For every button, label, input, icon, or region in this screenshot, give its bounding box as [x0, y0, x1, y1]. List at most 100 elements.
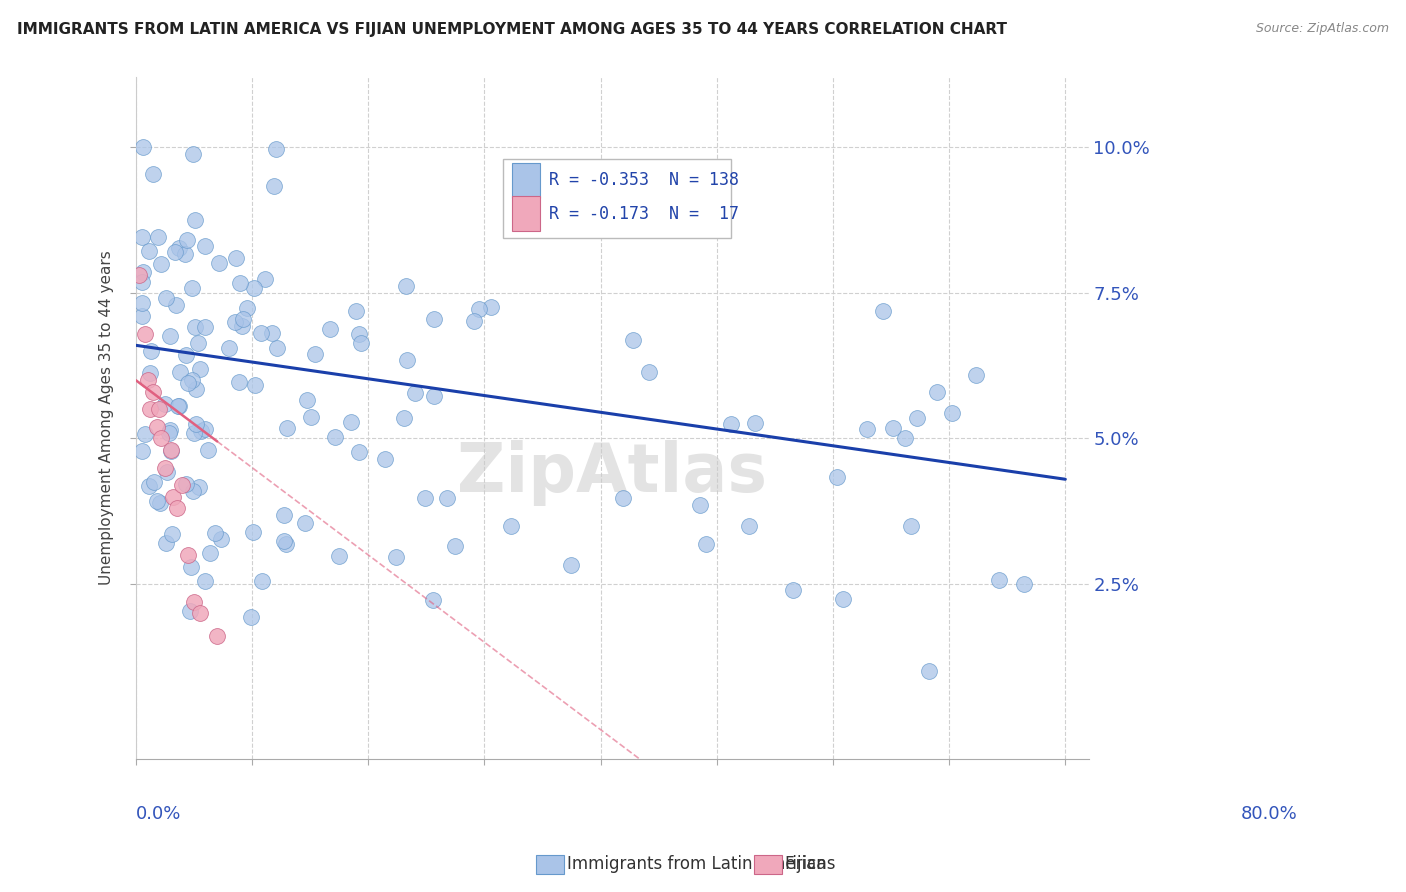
Point [339, 415, 361, 429]
Point [941, 406, 963, 420]
Y-axis label: Unemployment Among Ages 35 to 44 years: Unemployment Among Ages 35 to 44 years [100, 251, 114, 585]
Point [276, 421, 298, 435]
Text: R = -0.173  N =  17: R = -0.173 N = 17 [550, 204, 740, 223]
Text: IMMIGRANTS FROM LATIN AMERICA VS FIJIAN UNEMPLOYMENT AMONG AGES 35 TO 44 YEARS C: IMMIGRANTS FROM LATIN AMERICA VS FIJIAN … [17, 22, 1007, 37]
Point [612, 491, 634, 505]
Point [153, 397, 176, 411]
Point [172, 478, 194, 492]
Point [165, 298, 187, 312]
Point [347, 444, 370, 458]
Point [180, 559, 202, 574]
Point [413, 491, 436, 506]
Point [184, 213, 207, 227]
Point [149, 495, 172, 509]
Point [988, 573, 1011, 587]
Point [179, 603, 201, 617]
Point [139, 402, 162, 417]
Point [150, 432, 173, 446]
Point [273, 533, 295, 548]
Point [422, 592, 444, 607]
Point [138, 478, 160, 492]
Point [197, 442, 219, 457]
Point [436, 491, 458, 505]
Point [295, 393, 318, 408]
Point [148, 230, 170, 244]
Point [205, 630, 228, 644]
Text: Source: ZipAtlas.com: Source: ZipAtlas.com [1256, 22, 1389, 36]
Point [782, 583, 804, 598]
Point [274, 537, 297, 551]
Point [194, 422, 217, 436]
Point [1012, 576, 1035, 591]
Point [146, 494, 169, 508]
Point [169, 365, 191, 379]
Point [155, 536, 177, 550]
Point [738, 518, 761, 533]
Text: R = -0.353  N = 138: R = -0.353 N = 138 [550, 171, 740, 189]
Point [560, 558, 582, 572]
Point [894, 431, 917, 445]
Point [138, 366, 160, 380]
Point [905, 411, 928, 425]
Point [638, 365, 661, 379]
Point [131, 443, 153, 458]
FancyBboxPatch shape [503, 159, 731, 237]
Text: ZipAtlas: ZipAtlas [457, 440, 768, 506]
Point [872, 304, 894, 318]
Point [183, 320, 205, 334]
Point [218, 341, 240, 355]
Point [131, 309, 153, 323]
Point [231, 318, 253, 333]
Point [242, 525, 264, 540]
Text: 0.0%: 0.0% [136, 805, 181, 823]
Point [160, 444, 183, 458]
Point [163, 245, 186, 260]
Point [180, 281, 202, 295]
Text: 80.0%: 80.0% [1241, 805, 1298, 823]
Point [188, 606, 211, 620]
Point [304, 347, 326, 361]
Point [142, 384, 165, 399]
Point [250, 574, 273, 588]
Point [142, 167, 165, 181]
Point [606, 161, 628, 175]
Point [253, 272, 276, 286]
Point [153, 460, 176, 475]
Point [176, 233, 198, 247]
Point [689, 498, 711, 512]
Point [900, 519, 922, 533]
Point [174, 247, 197, 261]
Point [155, 291, 177, 305]
Point [443, 539, 465, 553]
Point [260, 326, 283, 341]
Point [344, 303, 367, 318]
Point [392, 411, 415, 425]
Point [243, 281, 266, 295]
Point [194, 574, 217, 589]
Point [166, 501, 188, 516]
Point [209, 532, 232, 546]
FancyBboxPatch shape [512, 196, 540, 231]
Point [193, 239, 215, 253]
Point [131, 230, 153, 244]
Point [162, 527, 184, 541]
Point [825, 469, 848, 483]
Point [131, 275, 153, 289]
Point [187, 480, 209, 494]
Point [149, 257, 172, 271]
Point [183, 594, 205, 608]
Point [132, 265, 155, 279]
Point [162, 490, 184, 504]
Point [463, 314, 485, 328]
Point [832, 591, 855, 606]
Point [695, 537, 717, 551]
Point [349, 326, 371, 341]
Point [468, 301, 491, 316]
Point [273, 508, 295, 522]
Point [423, 312, 446, 326]
Point [167, 241, 190, 255]
Point [190, 425, 212, 439]
Point [181, 146, 204, 161]
Point [239, 609, 262, 624]
Point [225, 251, 247, 265]
